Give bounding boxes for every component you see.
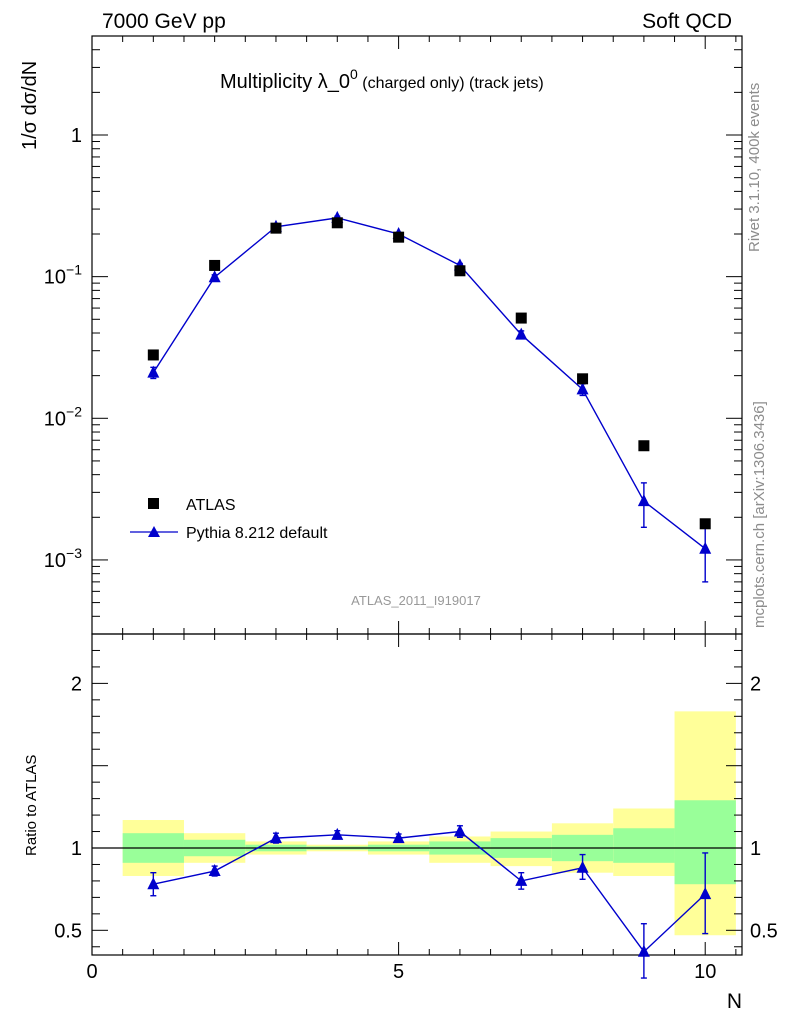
ratio-y-tick-label-left: 1 bbox=[71, 838, 82, 860]
atlas-point bbox=[209, 259, 221, 271]
ratio-y-tick-label-right: 1 bbox=[750, 838, 761, 860]
analysis-label: ATLAS_2011_I919017 bbox=[351, 593, 481, 608]
atlas-point bbox=[577, 373, 589, 385]
header-right: Soft QCD bbox=[642, 10, 732, 33]
ratio-y-tick-label-right: 0.5 bbox=[750, 920, 778, 942]
x-tick-label: 10 bbox=[694, 961, 716, 983]
ratio-pythia-point bbox=[637, 944, 650, 957]
ratio-pythia-point bbox=[515, 873, 528, 886]
ratio-y-tick-label-right: 2 bbox=[750, 673, 761, 695]
ratio-pythia-point bbox=[208, 864, 221, 877]
ratio-pythia-line bbox=[153, 830, 706, 953]
y-tick-label: 1 bbox=[71, 125, 82, 147]
ratio-pythia-point bbox=[331, 827, 344, 840]
atlas-point bbox=[147, 349, 159, 361]
y-tick-label: 10−1 bbox=[44, 262, 82, 289]
atlas-point bbox=[331, 217, 343, 229]
ratio-ylabel: Ratio to ATLAS bbox=[23, 755, 40, 856]
ratio-pythia-point bbox=[147, 877, 160, 890]
atlas-point bbox=[270, 222, 282, 234]
y-tick-label: 10−3 bbox=[44, 545, 82, 572]
pythia-point bbox=[147, 365, 160, 378]
mcplots-label: mcplots.cern.ch [arXiv:1306.3436] bbox=[751, 401, 768, 628]
ratio-frame bbox=[91, 633, 743, 956]
legend-atlas-marker bbox=[148, 498, 159, 509]
pythia-point bbox=[515, 327, 528, 340]
pythia-point bbox=[208, 270, 221, 283]
legend-atlas-label: ATLAS bbox=[186, 497, 236, 514]
atlas-point bbox=[515, 312, 527, 324]
ratio-pythia-point bbox=[576, 860, 589, 873]
legend: ATLAS Pythia 8.212 default bbox=[130, 497, 328, 542]
pythia-line bbox=[152, 217, 706, 550]
x-axis-label: N bbox=[727, 990, 742, 1013]
band-inner-8 bbox=[613, 828, 675, 863]
atlas-point bbox=[393, 231, 405, 243]
header-left: 7000 GeV pp bbox=[102, 10, 226, 33]
main-frame bbox=[91, 35, 743, 635]
pythia-point bbox=[576, 382, 589, 395]
atlas-point bbox=[638, 440, 650, 452]
atlas-point bbox=[454, 265, 466, 277]
ratio-pythia-point bbox=[392, 831, 405, 844]
ratio-y-tick-label-left: 0.5 bbox=[54, 920, 82, 942]
axes: 0 5 10 10−3 10−2 10−1 1 0.5 0.5 1 1 2 2 bbox=[44, 35, 778, 983]
legend-pythia-label: Pythia 8.212 default bbox=[186, 525, 328, 542]
atlas-point bbox=[699, 518, 711, 530]
ratio-y-tick-label-left: 2 bbox=[71, 673, 82, 695]
pythia-point bbox=[637, 494, 650, 507]
rivet-label: Rivet 3.1.10, 400k events bbox=[746, 83, 763, 252]
data-marks bbox=[147, 210, 712, 979]
ratio-pythia-point bbox=[699, 887, 712, 900]
x-tick-label: 5 bbox=[393, 961, 404, 983]
main-title: Multiplicity λ_00 (charged only) (track … bbox=[220, 66, 544, 93]
x-tick-label: 0 bbox=[86, 961, 97, 983]
main-ylabel: 1/σ dσ/dN bbox=[19, 61, 41, 150]
y-tick-label: 10−2 bbox=[44, 403, 82, 430]
pythia-point bbox=[699, 541, 712, 554]
ratio-pythia-point bbox=[453, 824, 466, 837]
ratio-bands bbox=[122, 711, 736, 936]
legend-pythia-marker bbox=[148, 526, 160, 537]
ratio-pythia-point bbox=[269, 831, 282, 844]
